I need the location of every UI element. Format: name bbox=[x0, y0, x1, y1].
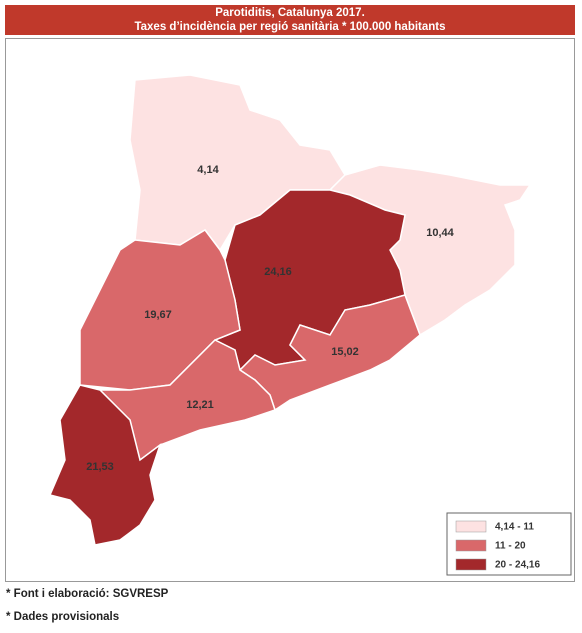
region bbox=[238, 294, 421, 412]
region-label: 4,14 bbox=[197, 164, 219, 176]
legend-label: 20 - 24,16 bbox=[495, 560, 540, 571]
region bbox=[48, 384, 162, 546]
title: Parotiditis, Catalunya 2017. bbox=[215, 7, 365, 19]
map-frame: 4,14 10,44 24,16 19,67 15,02 12,21 21,53 4,14 … bbox=[5, 38, 575, 582]
region-label: 19,67 bbox=[144, 309, 172, 321]
footnote: * Font i elaboració: SGVRESP bbox=[6, 588, 169, 600]
header: Parotiditis, Catalunya 2017. Taxes d’inc… bbox=[5, 5, 575, 35]
region-label: 21,53 bbox=[86, 461, 114, 473]
subtitle: Taxes d’incidència per regió sanitària *… bbox=[134, 21, 446, 33]
region bbox=[98, 339, 276, 462]
map: 4,14 10,44 24,16 19,67 15,02 12,21 21,53 4,14 … bbox=[48, 74, 572, 576]
region bbox=[79, 229, 241, 391]
legend-swatch bbox=[455, 539, 487, 552]
legend-label: 11 - 20 bbox=[495, 541, 526, 552]
region-label: 12,21 bbox=[186, 399, 214, 411]
legend-swatch bbox=[455, 520, 487, 533]
region-label: 15,02 bbox=[331, 346, 359, 358]
legend-label: 4,14 - 11 bbox=[495, 522, 534, 533]
footnote: * Dades provisionals bbox=[6, 611, 120, 623]
region-label: 10,44 bbox=[426, 227, 454, 239]
legend-swatch bbox=[455, 558, 487, 571]
region-label: 24,16 bbox=[264, 266, 292, 278]
